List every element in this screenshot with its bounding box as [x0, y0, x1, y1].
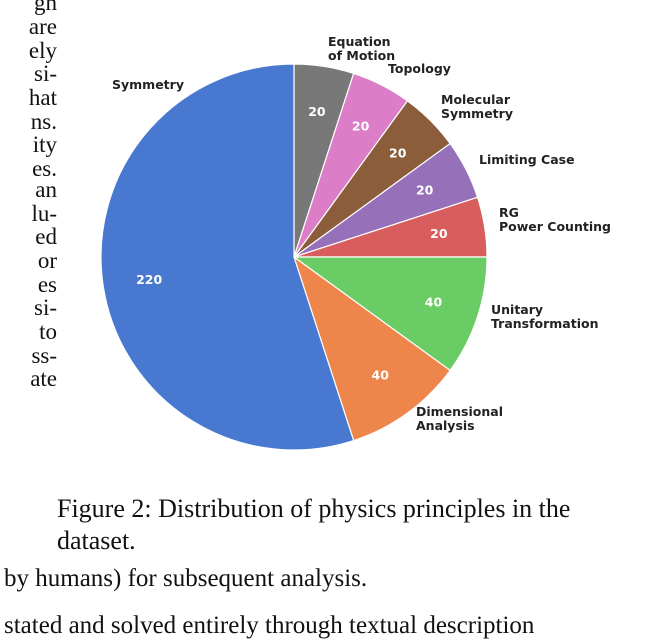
left-column-fragment: or	[37, 248, 57, 273]
slice-category-label: Dimensional Analysis	[416, 404, 503, 433]
pie-slice	[100, 63, 355, 451]
left-column-fragment: es	[37, 272, 57, 297]
figure-caption: Figure 2: Distribution of physics princi…	[57, 494, 571, 555]
left-column-fragment: ate	[30, 366, 57, 391]
left-column-fragment: an	[35, 177, 57, 202]
left-column-fragment: to	[39, 319, 57, 344]
pie-slice	[292, 255, 451, 442]
slice-category-label: Unitary Transformation	[491, 302, 599, 331]
left-column-fragment: are	[28, 14, 57, 39]
left-column-fragment: ely	[28, 38, 57, 63]
slice-value-label: 220	[136, 272, 162, 287]
slice-value-label: 20	[352, 118, 370, 133]
slice-category-label: Topology	[388, 61, 451, 76]
body-text-line: by humans) for subsequent analysis.	[4, 565, 368, 592]
left-column-fragment: ss-	[31, 343, 57, 368]
slice-value-label: 40	[425, 294, 443, 309]
left-column-fragment: lu-	[31, 201, 57, 226]
left-column-fragment: ity	[32, 132, 57, 157]
pie-slice	[292, 256, 488, 372]
slice-value-label: 40	[372, 368, 390, 383]
slice-value-label: 20	[308, 104, 326, 119]
left-column-fragment: ns.	[30, 109, 57, 134]
left-column-fragment: es.	[32, 156, 57, 181]
body-text-cut-line: stated and solved entirely through textu…	[4, 612, 535, 639]
left-column-fragment: si-	[34, 295, 57, 320]
slice-category-label: Symmetry	[112, 77, 184, 92]
slice-category-label: Limiting Case	[479, 152, 575, 167]
left-column-fragment: ed	[35, 224, 57, 249]
pie-chart: 20 Equation of Motion 20 Topology 20 Molecular…	[100, 34, 611, 451]
slice-category-label: Molecular Symmetry	[441, 92, 513, 121]
slice-value-label: 20	[430, 226, 448, 241]
slice-category-label: Equation of Motion	[328, 34, 395, 63]
left-column-fragment: hat	[28, 85, 57, 110]
left-column-fragment: si-	[34, 61, 57, 86]
slice-value-label: 20	[416, 182, 434, 197]
slice-category-label: RG Power Counting	[499, 205, 611, 234]
left-column-fragment: gh	[34, 0, 57, 15]
slice-value-label: 20	[389, 145, 407, 160]
